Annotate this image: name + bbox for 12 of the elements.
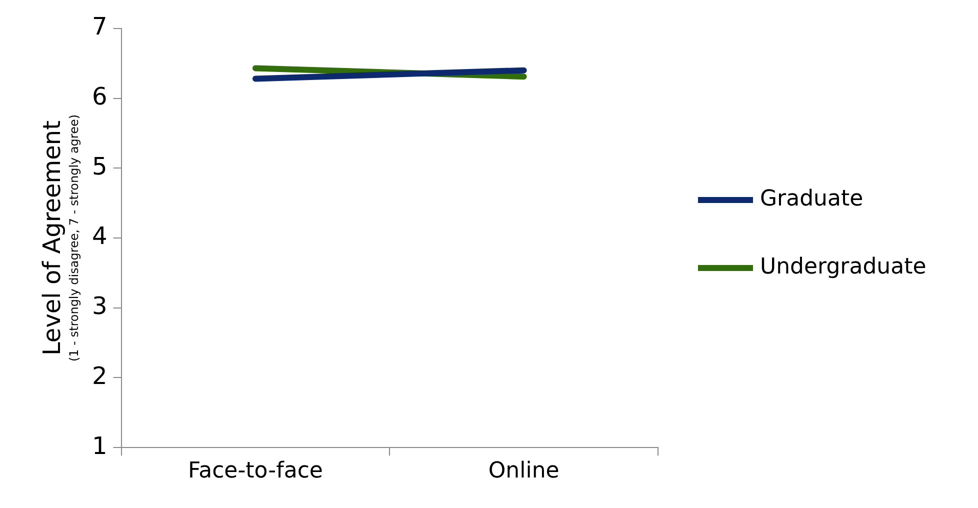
y-tick-label: 7 — [92, 12, 108, 41]
x-tick-label: Online — [488, 458, 560, 484]
x-tick-label: Face-to-face — [188, 458, 323, 484]
y-tick-label: 4 — [92, 222, 108, 250]
y-axis-title: Level of Agreement (1 - strongly disagree, 7 - strongly agree) — [38, 114, 81, 362]
y-tick-label: 6 — [92, 82, 108, 110]
legend-label: Graduate — [760, 186, 864, 212]
legend-label: Undergraduate — [760, 254, 926, 280]
y-tick-label: 2 — [92, 362, 108, 390]
y-tick-label: 5 — [92, 152, 108, 180]
y-tick-label: 1 — [92, 432, 108, 460]
y-tick-label: 3 — [92, 292, 108, 320]
